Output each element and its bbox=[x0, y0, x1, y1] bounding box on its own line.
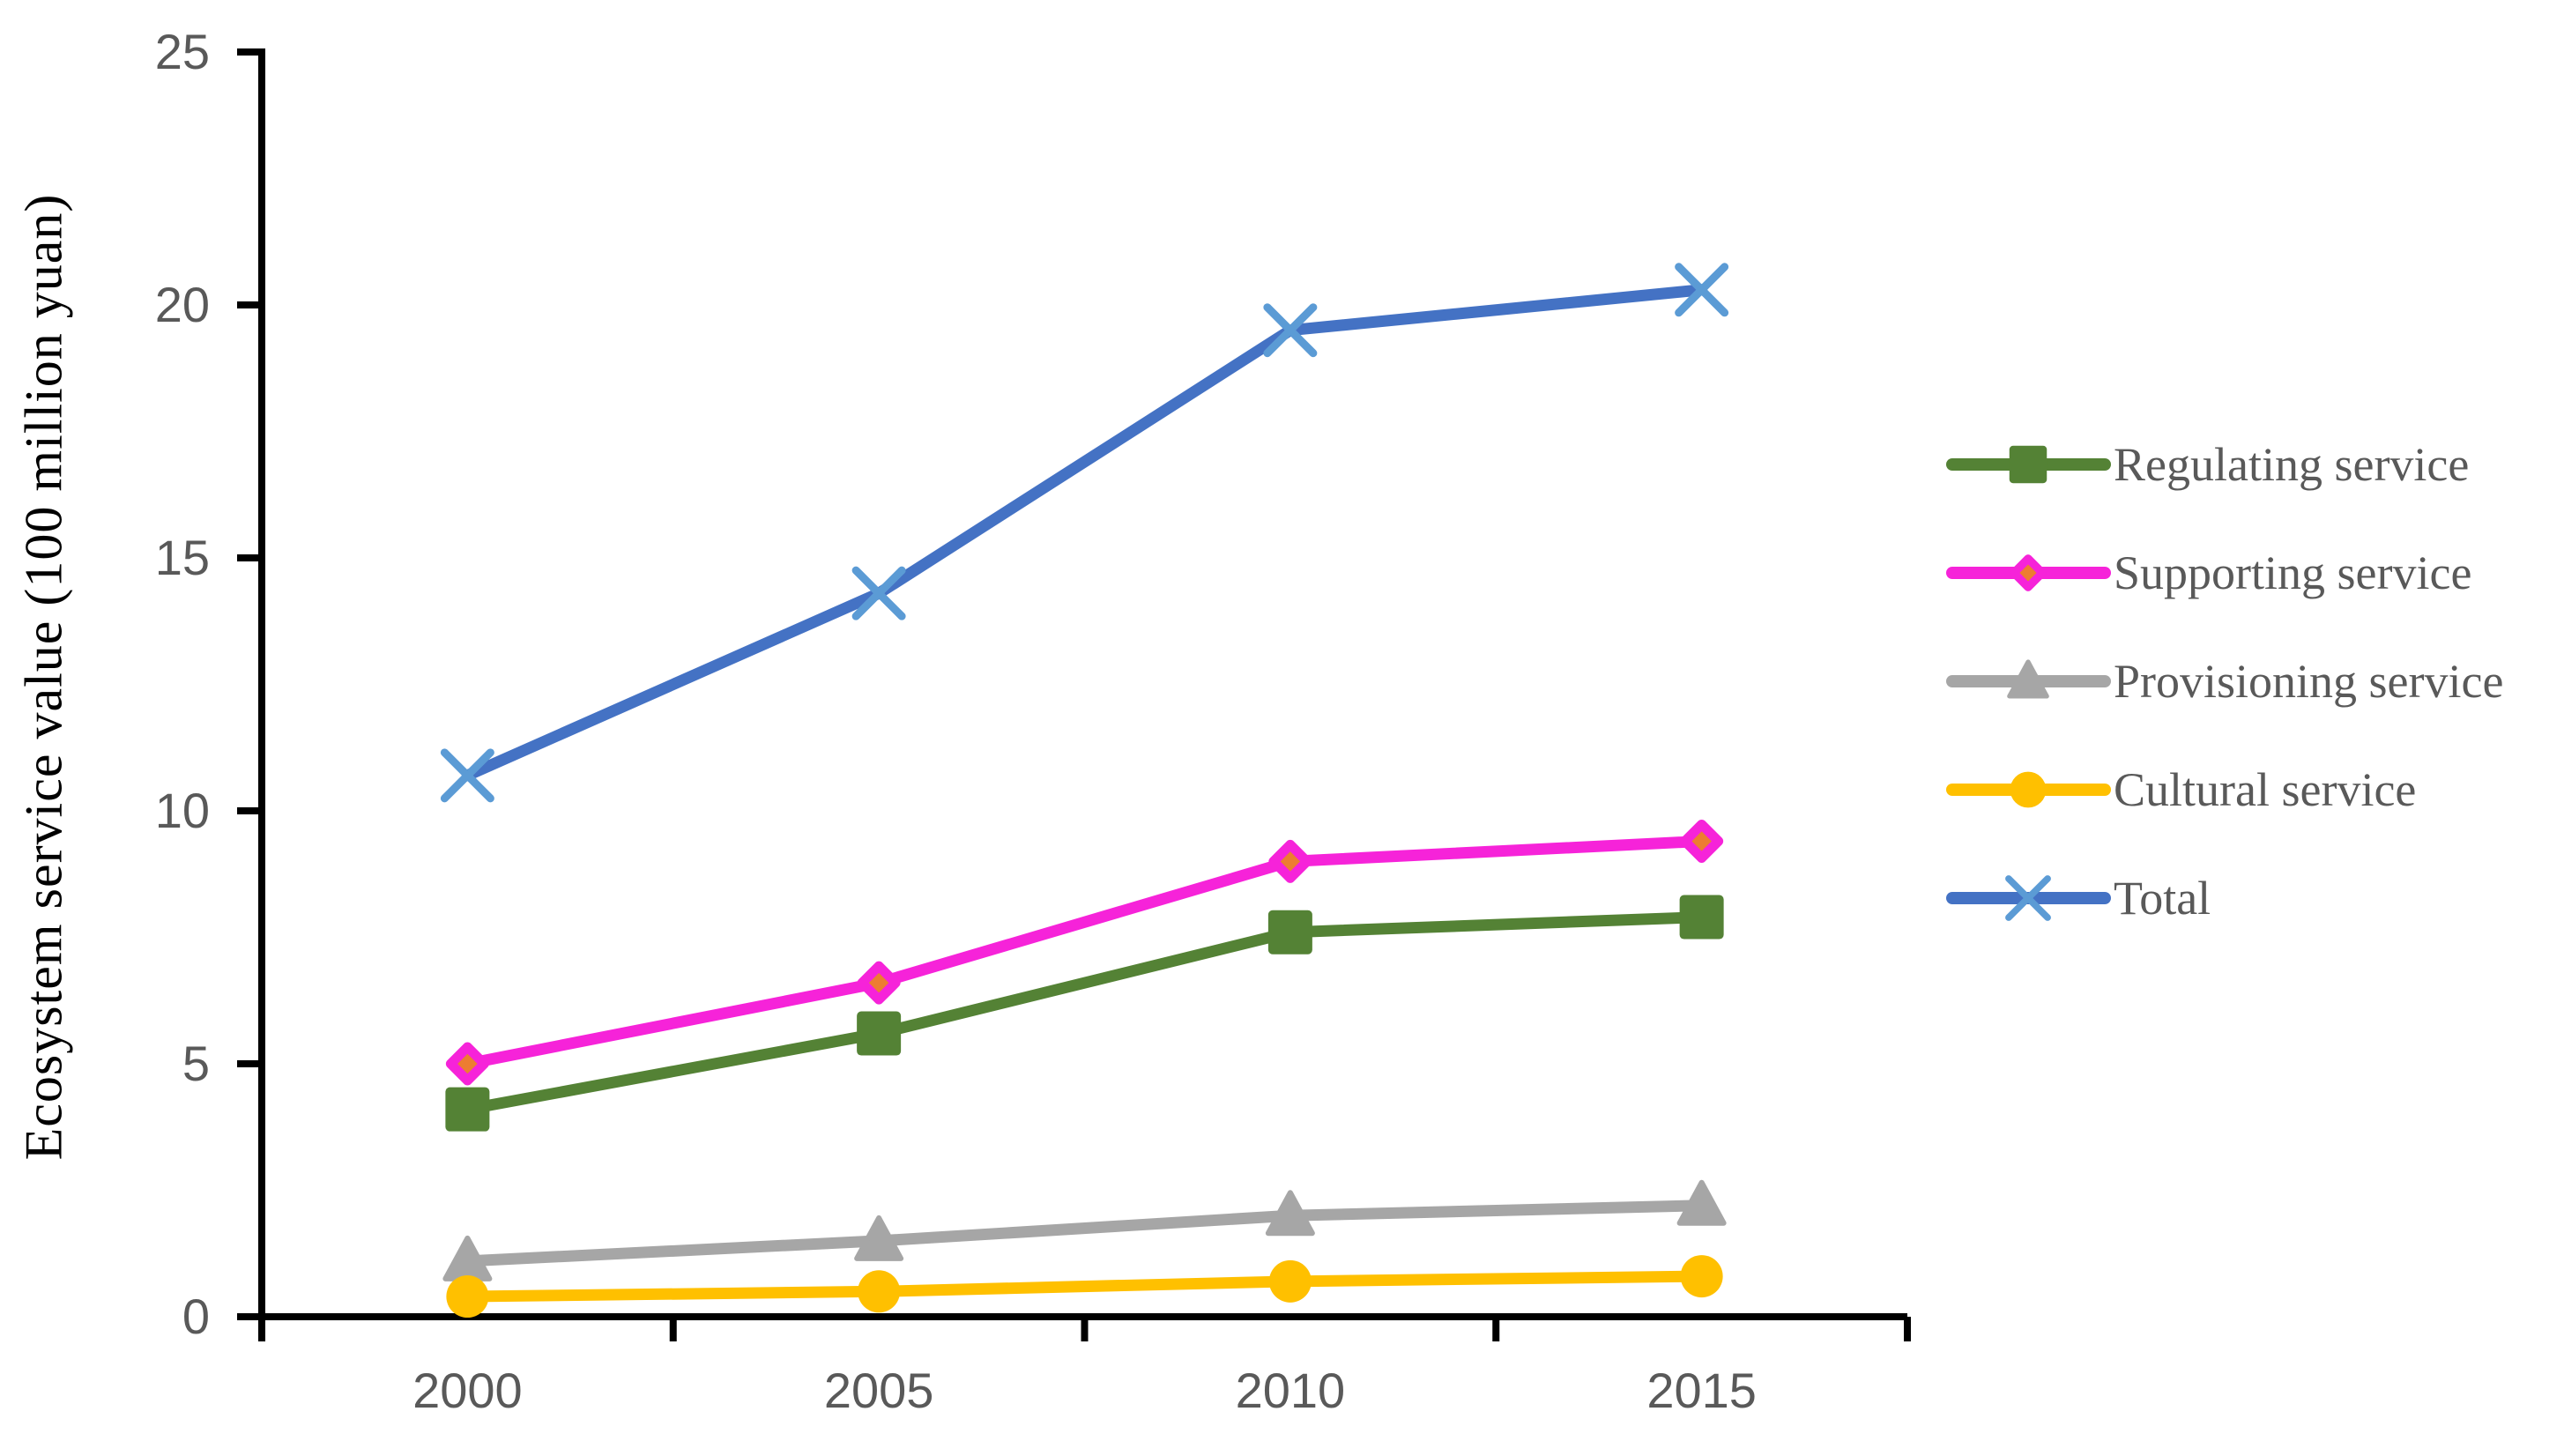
legend-label-supporting-service: Supporting service bbox=[2114, 546, 2472, 599]
series-line-supporting-service bbox=[461, 835, 1708, 1070]
series-regulating-service bbox=[445, 895, 1724, 1132]
legend-label-cultural-service: Cultural service bbox=[2114, 763, 2417, 816]
axes: 0 5 10 15 20 25 2000 2005 2010 2015 bbox=[155, 24, 1911, 1418]
series-line-regulating-service bbox=[461, 911, 1708, 1116]
legend-item-supporting-service bbox=[1946, 554, 2111, 591]
legend-provisioning-service-triangle-marker bbox=[2007, 659, 2049, 699]
series-line-provisioning-service bbox=[461, 1200, 1708, 1267]
y-tick-label: 20 bbox=[155, 277, 210, 332]
series-total bbox=[440, 263, 1729, 803]
data-point-regulating-service-2005-square-marker bbox=[857, 1011, 902, 1056]
data-point-regulating-service-2010-square-marker bbox=[1267, 910, 1312, 955]
legend-item-provisioning-service bbox=[1946, 659, 2111, 699]
y-tick-label: 0 bbox=[182, 1289, 210, 1344]
data-point-cultural-service-2005-circle-marker bbox=[858, 1270, 901, 1313]
series-provisioning-service bbox=[442, 1179, 1727, 1281]
data-point-regulating-service-2015-square-marker bbox=[1679, 895, 1724, 940]
y-tick-label: 10 bbox=[155, 783, 210, 838]
legend bbox=[1946, 445, 2111, 921]
legend-item-regulating-service bbox=[1946, 445, 2111, 484]
legend-label-regulating-service: Regulating service bbox=[2114, 438, 2470, 491]
y-tick-label: 25 bbox=[155, 24, 210, 79]
data-point-cultural-service-2000-circle-marker bbox=[446, 1275, 489, 1319]
legend-item-cultural-service bbox=[1946, 771, 2111, 808]
series-cultural-service bbox=[446, 1255, 1723, 1319]
x-tick-label: 2010 bbox=[1236, 1363, 1346, 1418]
data-point-total-2005-x-marker bbox=[851, 566, 906, 620]
data-point-provisioning-service-2015-triangle-marker bbox=[1676, 1179, 1727, 1226]
data-point-total-2000-x-marker bbox=[440, 748, 494, 803]
data-point-provisioning-service-2010-triangle-marker bbox=[1265, 1190, 1315, 1237]
data-point-supporting-service-2005-diamond-marker bbox=[857, 961, 901, 1005]
data-point-regulating-service-2000-square-marker bbox=[445, 1087, 490, 1132]
x-tick-label: 2015 bbox=[1646, 1363, 1757, 1418]
series-line-cultural-service bbox=[461, 1270, 1708, 1303]
legend-cultural-service-circle-marker bbox=[2010, 771, 2047, 808]
data-point-supporting-service-2000-diamond-marker bbox=[445, 1042, 489, 1086]
x-tick-label: 2005 bbox=[824, 1363, 934, 1418]
data-point-cultural-service-2010-circle-marker bbox=[1268, 1259, 1312, 1303]
data-point-cultural-service-2015-circle-marker bbox=[1680, 1255, 1723, 1298]
data-point-supporting-service-2015-diamond-marker bbox=[1680, 819, 1724, 863]
series-supporting-service bbox=[445, 819, 1724, 1086]
data-point-provisioning-service-2005-triangle-marker bbox=[854, 1215, 904, 1261]
y-axis-title: Ecosystem service value (100 million yua… bbox=[14, 193, 73, 1161]
legend-total-x-marker bbox=[2005, 875, 2051, 921]
y-tick-label: 15 bbox=[155, 530, 210, 585]
legend-label-total: Total bbox=[2114, 872, 2211, 925]
data-point-supporting-service-2010-diamond-marker bbox=[1268, 839, 1312, 883]
legend-supporting-service-diamond-marker bbox=[2010, 554, 2047, 591]
series-line-total bbox=[461, 284, 1708, 782]
data-point-total-2010-x-marker bbox=[1263, 303, 1318, 358]
x-tick-label: 2000 bbox=[412, 1363, 523, 1418]
data-point-total-2015-x-marker bbox=[1675, 263, 1729, 317]
legend-regulating-service-square-marker bbox=[2009, 445, 2047, 484]
y-tick-label: 5 bbox=[182, 1036, 210, 1091]
legend-label-provisioning-service: Provisioning service bbox=[2114, 655, 2504, 708]
legend-item-total bbox=[1946, 875, 2111, 921]
